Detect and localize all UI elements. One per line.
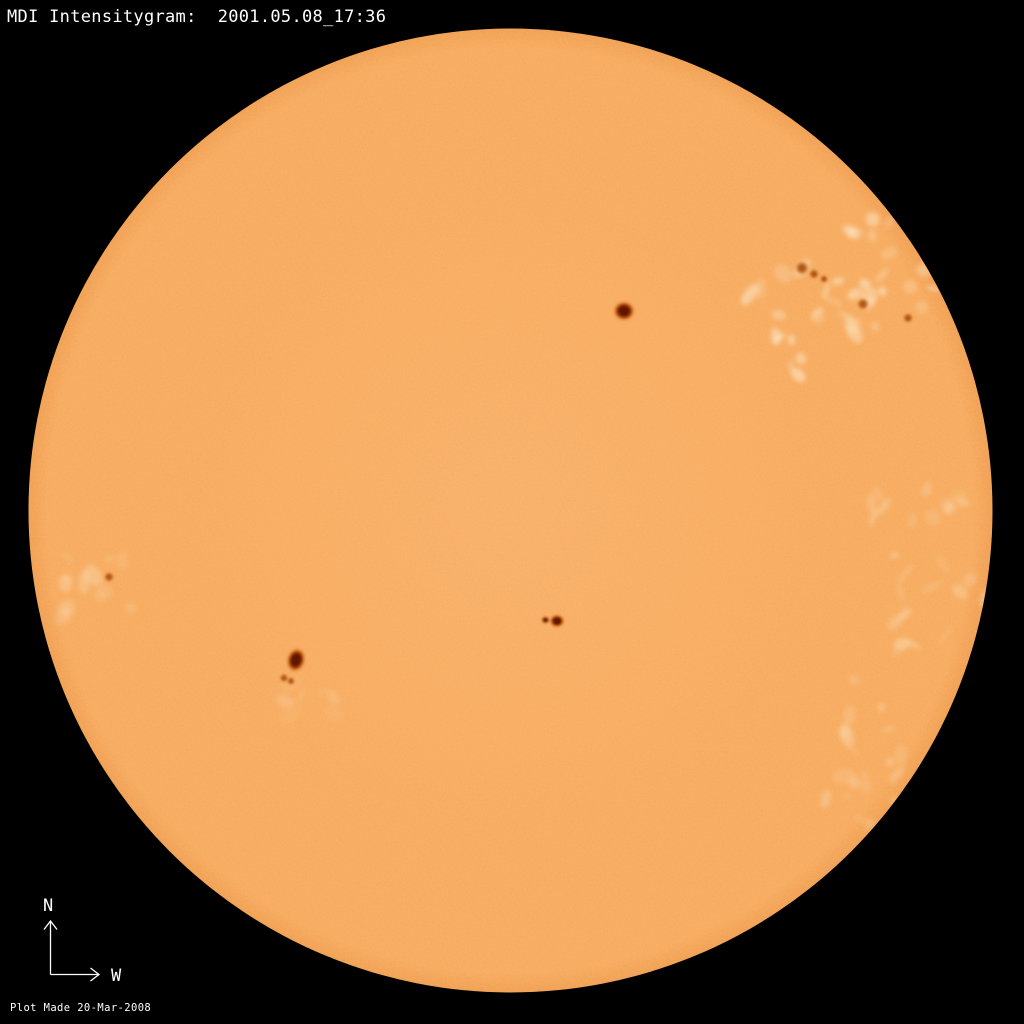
sunspot-center <box>549 614 565 628</box>
sun-granulation-texture <box>28 28 993 993</box>
sunspot-pore <box>279 673 289 683</box>
sunspot-pore <box>903 313 913 323</box>
image-title: MDI Intensitygram: 2001.05.08_17:36 <box>7 7 387 27</box>
sunspot-pore <box>795 261 809 275</box>
sunspot-pore <box>857 298 869 310</box>
sunspot-pore <box>287 677 295 685</box>
sunspot-east <box>285 647 307 673</box>
compass-west-label: W <box>111 966 122 986</box>
compass-north-arrowhead-icon <box>43 919 58 930</box>
compass-north-label: N <box>43 896 53 916</box>
compass-west-arrowhead-icon <box>90 967 101 982</box>
orientation-compass: N W <box>43 896 122 986</box>
sunspot-pore <box>809 269 819 279</box>
sunspot-pore <box>104 572 114 582</box>
sunspot-pore <box>820 275 828 283</box>
plot-made-caption: Plot Made 20-Mar-2008 <box>10 1002 152 1014</box>
sunspot-center-companion <box>541 616 550 624</box>
sunspot-north <box>612 300 636 322</box>
sunspot-group <box>104 261 913 685</box>
